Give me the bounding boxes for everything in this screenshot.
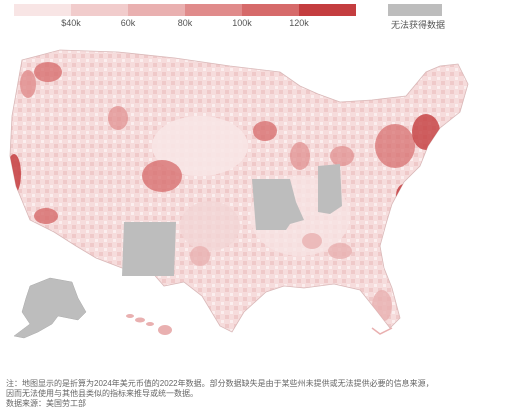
legend: $40k 60k 80k 100k 120k bbox=[14, 4, 394, 32]
note-line-1: 注：地图显示的是折算为2024年美元币值的2022年数据。部分数据缺失是由于某些… bbox=[6, 379, 434, 388]
legend-tick-label: $40k bbox=[61, 18, 81, 28]
legend-swatch bbox=[242, 4, 299, 16]
legend-swatch bbox=[299, 4, 356, 16]
note-line-2: 因而无法使用与其他县类似的指标来推导或统一数据。 bbox=[6, 389, 198, 398]
legend-tick-label: 80k bbox=[177, 18, 193, 28]
nodata-label: 无法获得数据 bbox=[390, 20, 445, 30]
legend-swatch bbox=[128, 4, 185, 16]
missouri-nodata bbox=[252, 179, 304, 230]
legend-tick-label: 100k bbox=[232, 18, 252, 28]
alaska-nodata bbox=[13, 277, 87, 339]
note: 注：地图显示的是折算为2024年美元币值的2022年数据。部分数据缺失是由于某些… bbox=[6, 379, 512, 409]
note-source: 数据来源：美国劳工部 bbox=[6, 399, 86, 408]
new-mexico-nodata bbox=[122, 222, 176, 276]
legend-tick-label: 60k bbox=[120, 18, 136, 28]
legend-tick-label: 120k bbox=[289, 18, 309, 28]
us-choropleth-map bbox=[9, 49, 469, 339]
legend-swatch bbox=[71, 4, 128, 16]
legend-swatch bbox=[185, 4, 242, 16]
legend-swatch bbox=[14, 4, 71, 16]
contiguous-us bbox=[9, 49, 469, 333]
hawaii bbox=[126, 314, 172, 335]
nodata-swatch bbox=[388, 4, 442, 16]
indiana-nodata bbox=[318, 164, 342, 214]
